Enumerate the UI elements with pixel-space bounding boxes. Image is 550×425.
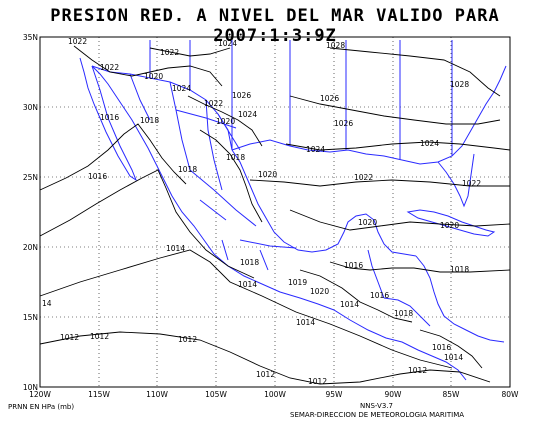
isobar-label: 14 (42, 299, 52, 308)
lat-label: 10N (23, 383, 38, 392)
us-state-borders (149, 40, 453, 160)
mexico-state-borders (129, 73, 297, 271)
isobar (285, 141, 511, 151)
isobar-label: 1012 (408, 366, 427, 375)
isobar-label: 1012 (256, 370, 275, 379)
lat-label: 30N (23, 103, 38, 112)
isobar-label: 1014 (238, 280, 257, 289)
isobar (39, 331, 491, 385)
longitude-labels: 120W 115W 110W 105W 100W 95W 90W 85W 80W (29, 390, 519, 399)
baja-california-coast (79, 57, 138, 182)
isobar-label: 1024 (172, 84, 191, 93)
lon-label: 100W (264, 390, 286, 399)
isobar-label: 1016 (432, 343, 451, 352)
isobar (329, 261, 511, 273)
lon-label: 85W (443, 390, 461, 399)
lat-label: 25N (23, 173, 38, 182)
graticule (40, 37, 510, 387)
latitude-labels: 10N 15N 20N 25N 30N 35N (23, 33, 38, 392)
isobar-label: 1022 (100, 63, 119, 72)
isobar-label: 1016 (100, 113, 119, 122)
isobar (299, 269, 413, 323)
isobar-label: 1019 (288, 278, 307, 287)
isobar-label: 1018 (240, 258, 259, 267)
lon-label: 120W (29, 390, 51, 399)
isobar-label: 1022 (462, 179, 481, 188)
lat-label: 20N (23, 243, 38, 252)
isobar-label: 1020 (144, 72, 163, 81)
isobar (419, 329, 483, 369)
lon-label: 105W (205, 390, 227, 399)
isobar (187, 95, 263, 147)
isobar-label: 1018 (450, 265, 469, 274)
isobar-label: 1028 (450, 80, 469, 89)
isobar-label: 1024 (420, 139, 439, 148)
isobar-label: 1020 (258, 170, 277, 179)
isobar-label: 1022 (354, 173, 373, 182)
isobar-label: 1016 (88, 172, 107, 181)
isobar (289, 209, 511, 231)
lon-label: 110W (146, 390, 168, 399)
lat-label: 35N (23, 33, 38, 42)
isobar-label: 1022 (204, 99, 223, 108)
isobar-label: 1026 (232, 91, 251, 100)
isobar (249, 179, 510, 187)
isobar (199, 129, 263, 223)
isobar (39, 169, 255, 279)
credit-note: SEMAR-DIRECCION DE METEOROLOGIA MARITIMA (290, 411, 465, 419)
isobar (39, 249, 453, 369)
central-america-borders (383, 297, 431, 327)
isobar-label: 1012 (308, 377, 327, 386)
isobar-label: 1018 (226, 153, 245, 162)
isobar-label: 1024 (238, 110, 257, 119)
caribbean-coast (415, 255, 505, 343)
isobar-label: 1020 (440, 221, 459, 230)
isobar-label: 1026 (334, 119, 353, 128)
isobar (289, 95, 501, 125)
isobar-label: 1016 (370, 291, 389, 300)
florida-coast (437, 153, 475, 208)
isobar (329, 47, 501, 97)
lon-label: 90W (385, 390, 403, 399)
pacific-coast (91, 65, 467, 381)
isobar-label: 1014 (340, 300, 359, 309)
isobar-label: 1012 (60, 333, 79, 342)
guatemala-border (367, 249, 385, 299)
gulf-coast (231, 149, 417, 257)
isobar-label: 1018 (140, 116, 159, 125)
lat-label: 15N (23, 313, 38, 322)
isobar (39, 123, 187, 191)
isobar-label: 1020 (310, 287, 329, 296)
isobar-label: 1028 (326, 41, 345, 50)
lon-label: 95W (326, 390, 344, 399)
version-note: NNS-V3.7 (360, 402, 393, 410)
isobar-label: 1012 (178, 335, 197, 344)
isobar-label: 1022 (160, 48, 179, 57)
isobar-label: 1014 (166, 244, 185, 253)
isobar-label: 1018 (178, 165, 197, 174)
isobar-label: 1014 (444, 353, 463, 362)
isobar-label: 1014 (296, 318, 315, 327)
isobar-label: 1026 (320, 94, 339, 103)
isobar-label: 1016 (344, 261, 363, 270)
isobar-labels: 1022 1022 1024 1028 1022 1020 1024 1026 … (42, 37, 481, 386)
isobars (39, 45, 511, 385)
isobar-label: 1012 (90, 332, 109, 341)
isobar-label: 1024 (218, 39, 237, 48)
lon-label: 115W (88, 390, 110, 399)
us-gulf-coast (231, 65, 507, 165)
isobar-label: 1022 (68, 37, 87, 46)
isobar-label: 1020 (358, 218, 377, 227)
units-note: PRNN EN HPa (mb) (8, 403, 75, 411)
coastlines (79, 40, 507, 381)
isobar (73, 45, 223, 87)
map-title: PRESION RED. A NIVEL DEL MAR VALIDO PARA… (50, 6, 500, 46)
isobar-label: 1020 (216, 117, 235, 126)
isobar (149, 47, 231, 57)
isobar-label: 1024 (306, 145, 325, 154)
lon-label: 80W (502, 390, 520, 399)
isobar-label: 1018 (394, 309, 413, 318)
